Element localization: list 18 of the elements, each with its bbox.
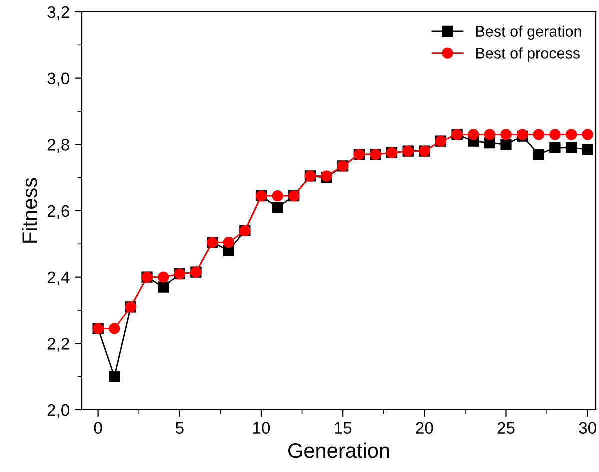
x-axis-title: Generation (288, 442, 390, 458)
y-axis-title: Fitness (22, 178, 38, 243)
y-tick-label: 2,0 (48, 404, 70, 418)
x-tick-label: 20 (416, 422, 434, 434)
x-tick-label: 30 (579, 422, 596, 434)
x-tick-label: 10 (253, 422, 270, 434)
y-tick-label: 2,6 (48, 205, 70, 220)
legend-label: Best of geration (476, 26, 582, 40)
y-tick-label: 3,0 (48, 72, 70, 87)
x-tick-label: 15 (335, 422, 352, 434)
x-tick-label: 0 (94, 422, 102, 434)
y-tick-label: 2,8 (48, 139, 70, 153)
x-tick-label: 25 (498, 422, 515, 434)
y-tick-label: 3,2 (48, 6, 70, 20)
x-tick-label: 5 (176, 422, 184, 434)
y-tick-label: 2,2 (48, 338, 70, 352)
y-tick-label: 2,4 (48, 272, 70, 286)
legend-label: Best of process (476, 48, 580, 62)
